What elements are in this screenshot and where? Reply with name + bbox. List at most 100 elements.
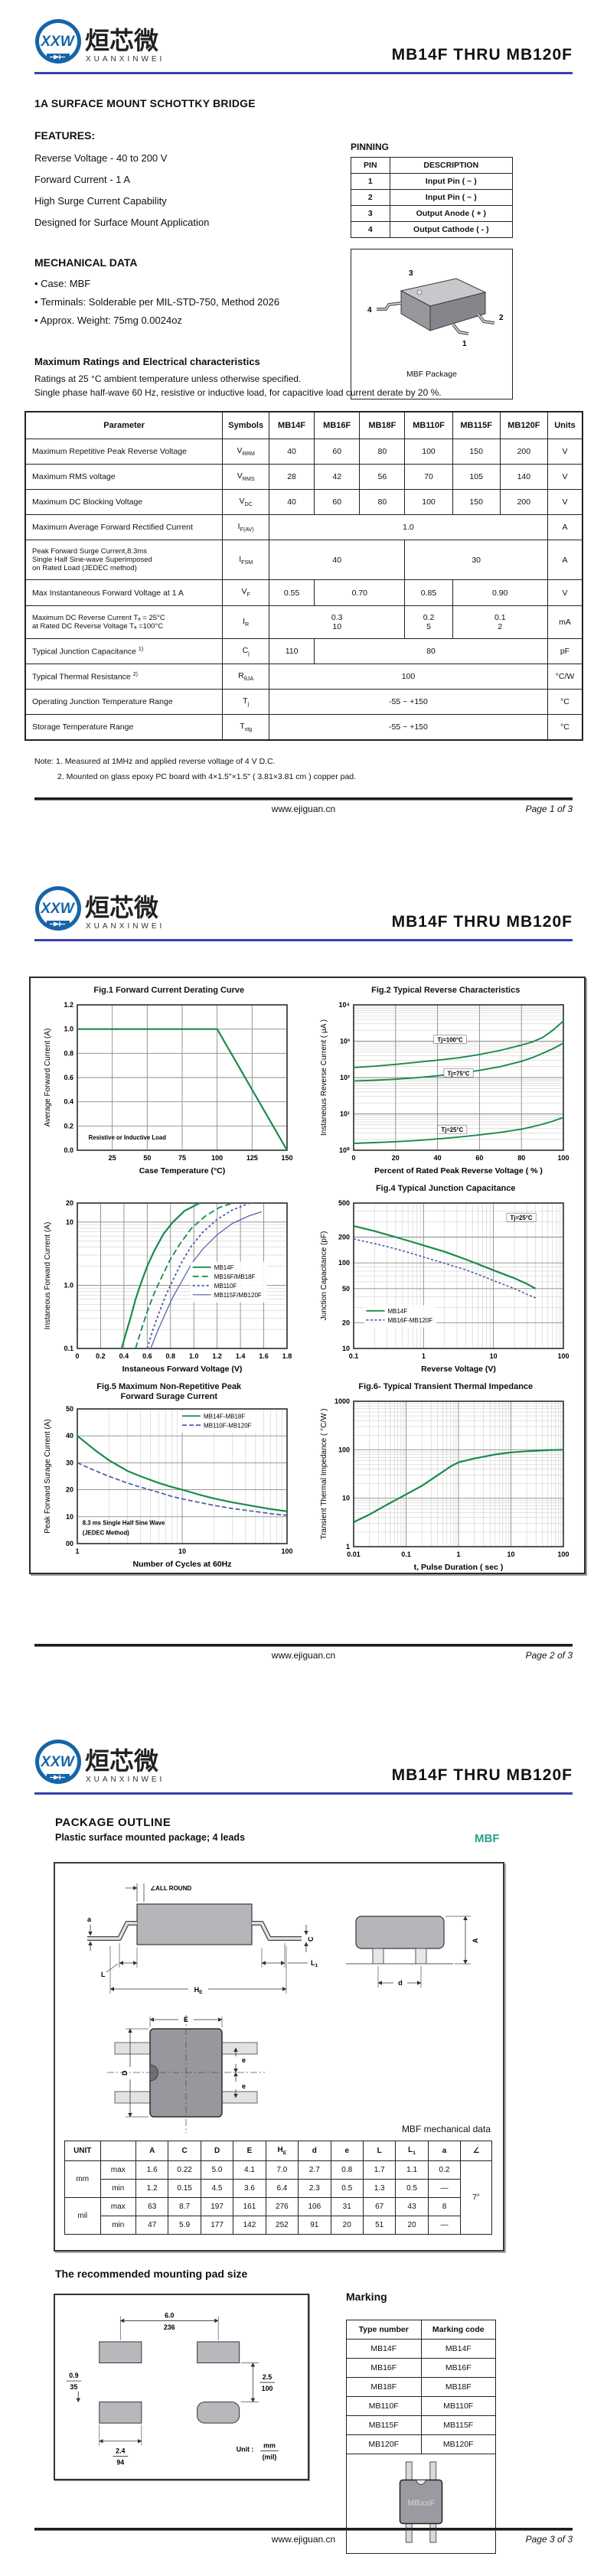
table-cell: °C/W [547,663,583,690]
pin4-label: 4 [367,306,372,315]
logo-diode-icon [47,54,70,60]
table-cell: 0.2 5 [404,605,453,639]
bottom-view-drawing: E D e e [107,2015,265,2133]
table-cell: RθJA [222,663,269,690]
table-cell: 100 [404,439,453,465]
package-3d-image: 3 4 2 1 [367,269,504,348]
svg-text:Percent of Rated Peak Reverse: Percent of Rated Peak Reverse Voltage ( … [374,1166,543,1176]
table-cell: A [547,540,583,581]
mounting-pad-drawing: 6.0 236 2.5 100 0.9 35 2.4 94 Unit : mm … [66,2312,279,2466]
table-cell: 70 [404,464,453,491]
table-row: mil max 63 8.7 197 161 276 106 31 67 43 8 [64,2197,492,2235]
table-cell: MB16F [346,2358,422,2378]
marking-table: Type number Marking code MB14F MB14F MB16F MB… [346,2320,496,2554]
ratings-note: Ratings at 25 °C ambient temperature unl… [34,373,302,384]
table-cell: Tj [222,688,269,715]
table-header-cell: PIN [351,157,390,174]
table-cell: 1.6 [135,2160,169,2180]
svg-text:100: 100 [211,1154,223,1162]
svg-text:125: 125 [246,1154,258,1162]
ratings-note: Single phase half-wave 60 Hz, resistive … [34,387,442,399]
svg-text:1.2: 1.2 [212,1352,222,1360]
svg-text:MB110F: MB110F [214,1283,237,1290]
table-cell: 1.0 [269,514,548,541]
svg-text:1: 1 [346,1543,350,1550]
table-cell: Typical Junction Capacitance 1) [24,637,224,664]
table-cell: 0.8 [330,2160,364,2180]
doc-title: MB14F THRU MB120F [391,913,573,931]
table-cell: -55 ~ +150 [269,713,548,741]
svg-text:50: 50 [342,1285,350,1293]
svg-text:MB14F: MB14F [214,1264,233,1271]
svg-text:100: 100 [281,1547,292,1555]
site-link[interactable]: www.ejiguan.cn [271,1650,336,1661]
table-cell: 0.22 [168,2160,201,2180]
table-cell: 0.5 [330,2179,364,2198]
table-cell: 276 [265,2197,299,2216]
svg-text:1.4: 1.4 [236,1352,246,1360]
fig4-chart: 0.1 1 10 100 10 20 50 100 200 500 Tj=25°C MB14F MB16… [320,1199,569,1374]
table-header-cell: MB14F [268,411,315,440]
table-cell: 0.70 [314,579,406,606]
features-heading: FEATURES: [34,129,96,142]
svg-text:0.6: 0.6 [142,1352,152,1360]
table-cell: 56 [359,464,406,491]
table-cell: min [100,2179,136,2198]
svg-text:00: 00 [66,1540,73,1547]
table-cell: 252 [265,2216,299,2235]
svg-text:0.6: 0.6 [64,1074,73,1081]
table-cell: -55 ~ +150 [269,688,548,715]
svg-text:Peak Forward Surage Current (A: Peak Forward Surage Current (A) [44,1420,52,1534]
svg-text:0.4: 0.4 [64,1098,73,1106]
table-cell: 40 [268,489,315,516]
pad-dim-bottom-mil: 94 [116,2458,124,2466]
svg-text:10: 10 [66,1218,73,1226]
page1-footer: www.ejiguan.cn Page 1 of 3 [34,797,573,819]
table-cell: Maximum Average Forward Rectified Curren… [24,514,224,541]
table-cell: VF [222,579,269,606]
svg-text:Average Forward Current (A): Average Forward Current (A) [44,1029,52,1127]
svg-text:60: 60 [476,1154,484,1162]
mounting-pad-box: 6.0 236 2.5 100 0.9 35 2.4 94 Unit : mm … [54,2294,309,2480]
table-cell: 0.3 10 [268,605,406,639]
logo-en-text: XUANXINWEI [86,55,165,64]
ratings-table: Parameter Symbols MB14F MB16F MB18F MB110F MB1… [24,411,583,741]
table-cell: 42 [314,464,361,491]
page-number: Page 1 of 3 [525,804,573,814]
svg-text:10³: 10³ [340,1038,350,1045]
svg-text:t, Pulse Duration ( sec ): t, Pulse Duration ( sec ) [414,1563,504,1572]
table-row: 3 Output Anode ( + ) [351,205,514,222]
table-cell: VDC [222,489,269,516]
footer-rule [34,1644,573,1647]
svg-text:Case Temperature (°C): Case Temperature (°C) [139,1166,225,1176]
table-cell: 200 [499,489,548,516]
svg-text:Instaneous Forward Voltage (V): Instaneous Forward Voltage (V) [122,1365,242,1374]
table-cell: 1.1 [395,2160,429,2180]
svg-text:10²: 10² [340,1074,350,1081]
svg-text:0.2: 0.2 [64,1122,73,1130]
package-outline-subtext: Plastic surface mounted package; 4 leads [55,1832,246,1843]
site-link[interactable]: www.ejiguan.cn [271,2534,336,2545]
fig6-chart: 0.01 0.1 1 10 100 1 10 100 1000 t, Pulse Duration… [320,1397,569,1572]
svg-text:10: 10 [342,1345,350,1352]
table-cell: 80 [359,489,406,516]
svg-text:200: 200 [338,1234,350,1241]
dim-e2-label: e [242,2082,246,2090]
logo-cn-text: 烜芯微 [85,1747,158,1775]
table-cell: Tstg [222,713,269,741]
logo-diode-icon [47,1774,70,1781]
table-row: 1 Input Pin ( ~ ) [351,173,514,190]
site-link[interactable]: www.ejiguan.cn [271,804,336,814]
table-cell: 4 [351,221,390,238]
table-row: mm max 1.6 0.22 5.0 4.1 7.0 2.7 0.8 1.7 1.1 0.2 7° [64,2160,492,2235]
svg-text:1: 1 [75,1547,79,1555]
pad-unit-mm: mm [263,2442,276,2450]
table-cell: V [547,489,583,516]
table-cell: 197 [200,2197,234,2216]
logo-xxw-text: XXW [40,34,75,50]
table-cell: 0.5 [395,2179,429,2198]
fig1-title: Fig.1 Forward Current Derating Curve [93,986,245,995]
table-header-cell: E [233,2141,266,2161]
table-cell: Output Anode ( + ) [389,205,514,222]
svg-text:Tj=100°C: Tj=100°C [438,1036,464,1043]
